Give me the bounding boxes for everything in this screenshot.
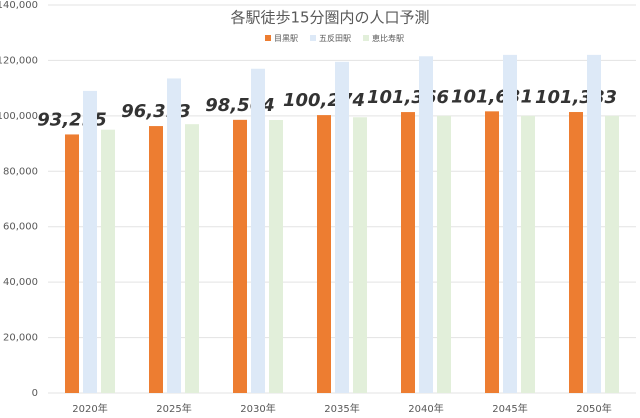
bar	[521, 115, 535, 393]
x-tick-label: 2050年	[576, 402, 611, 415]
y-tick-label: 140,000	[0, 0, 38, 11]
legend-swatch	[310, 35, 316, 41]
x-tick-label: 2025年	[156, 402, 191, 415]
value-label: 101,366	[367, 87, 449, 108]
bar	[335, 61, 349, 394]
legend-label: 五反田駅	[319, 33, 351, 43]
legend-label: 目黒駅	[274, 34, 298, 43]
x-tick-label: 2035年	[324, 402, 359, 415]
bar	[185, 124, 199, 394]
bar	[269, 120, 283, 393]
legend-swatch	[265, 35, 271, 41]
legend-label: 恵比寿駅	[372, 33, 404, 43]
x-tick-label: 2040年	[408, 402, 443, 415]
y-tick-label: 60,000	[3, 222, 38, 233]
bar	[401, 112, 415, 393]
y-tick-label: 80,000	[3, 166, 38, 177]
bar	[419, 56, 433, 394]
chart-title: 各駅徒歩15分圏内の人口予測	[230, 9, 429, 27]
legend-swatch	[363, 35, 369, 41]
bar	[437, 115, 451, 393]
value-label: 101,383	[535, 87, 617, 108]
x-tick-label: 2030年	[240, 402, 275, 415]
x-tick-label: 2020年	[72, 402, 107, 415]
y-tick-label: 0	[32, 388, 38, 399]
bar	[569, 112, 583, 393]
y-tick-label: 20,000	[3, 333, 38, 344]
bar	[233, 119, 247, 393]
value-label: 100,274	[283, 90, 365, 111]
bar	[167, 78, 181, 393]
x-tick-label: 2045年	[492, 402, 527, 415]
y-tick-label: 120,000	[0, 55, 38, 66]
bar	[251, 68, 265, 393]
bar	[149, 126, 163, 393]
bar	[605, 115, 619, 393]
bar	[83, 90, 97, 394]
value-label: 101,631	[451, 86, 533, 107]
bar	[485, 111, 499, 393]
bar	[587, 54, 601, 394]
bar	[503, 54, 517, 394]
bar	[317, 115, 331, 393]
bar	[353, 117, 367, 393]
y-tick-label: 40,000	[3, 277, 38, 288]
bar	[65, 134, 79, 393]
bar	[101, 129, 115, 393]
y-tick-label: 100,000	[0, 111, 38, 122]
